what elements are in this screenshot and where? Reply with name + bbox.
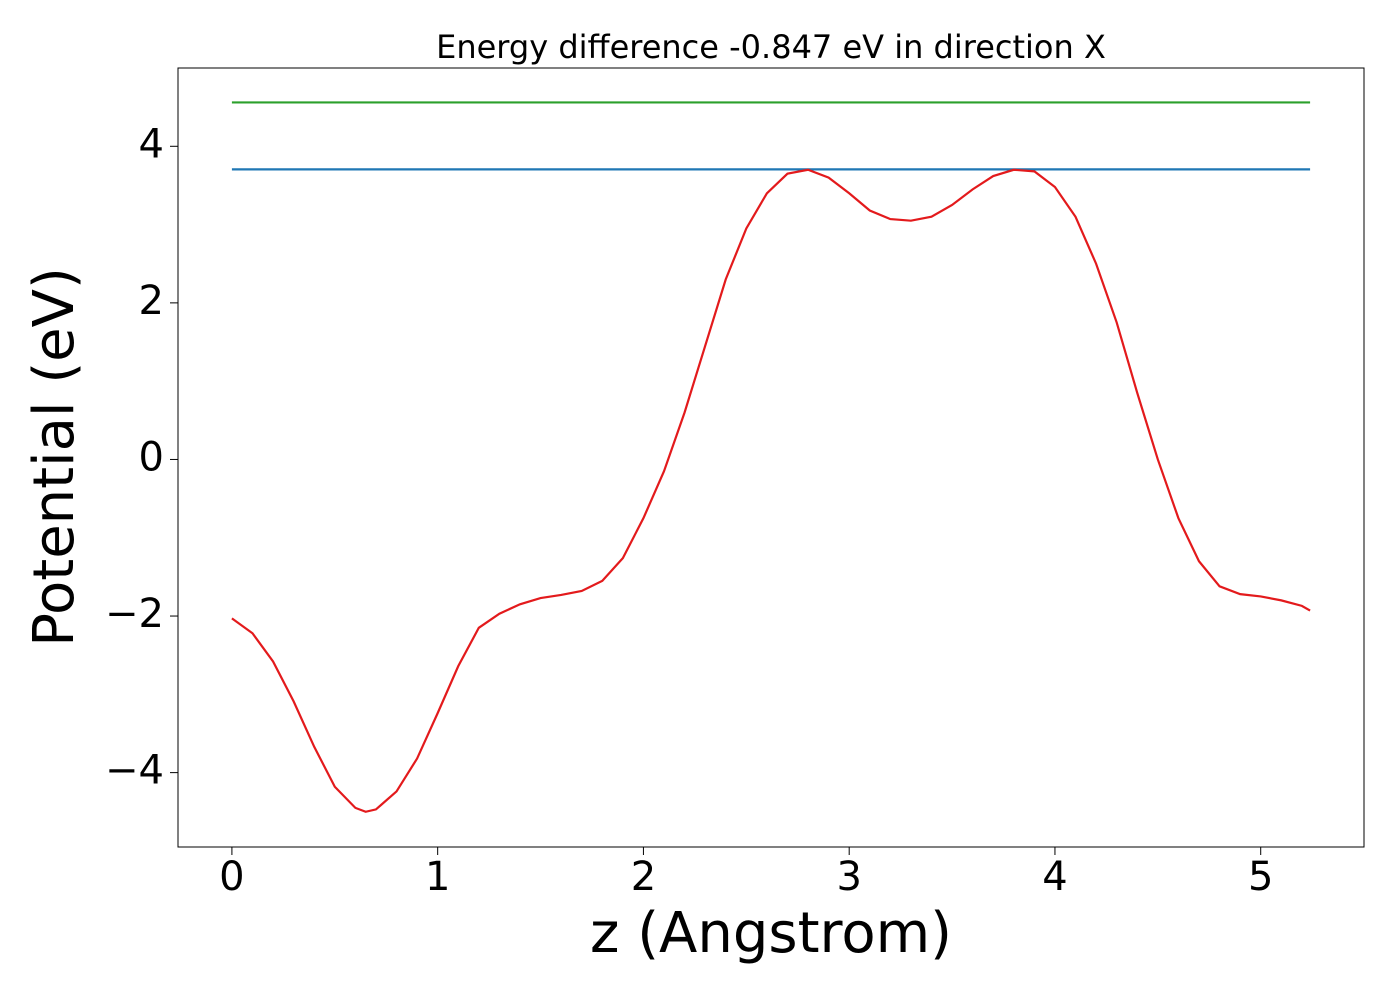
chart-title: Energy difference -0.847 eV in direction… <box>436 28 1106 66</box>
y-tick-label: −2 <box>105 591 164 637</box>
x-tick-label: 2 <box>631 854 656 900</box>
x-axis-label: z (Angstrom) <box>590 901 952 966</box>
x-tick-label: 4 <box>1042 854 1067 900</box>
y-tick-label: −4 <box>105 748 164 794</box>
y-tick-label: 4 <box>139 121 164 167</box>
line <box>231 168 1311 813</box>
y-tick-label: 2 <box>139 278 164 324</box>
x-tick-label: 3 <box>836 854 861 900</box>
y-tick-label: 0 <box>139 434 164 480</box>
x-tick-label: 0 <box>219 854 244 900</box>
x-tick-label: 1 <box>425 854 450 900</box>
plot-frame <box>177 67 1365 848</box>
x-tick-label: 5 <box>1248 854 1273 900</box>
y-axis-label: Potential (eV) <box>22 267 87 647</box>
